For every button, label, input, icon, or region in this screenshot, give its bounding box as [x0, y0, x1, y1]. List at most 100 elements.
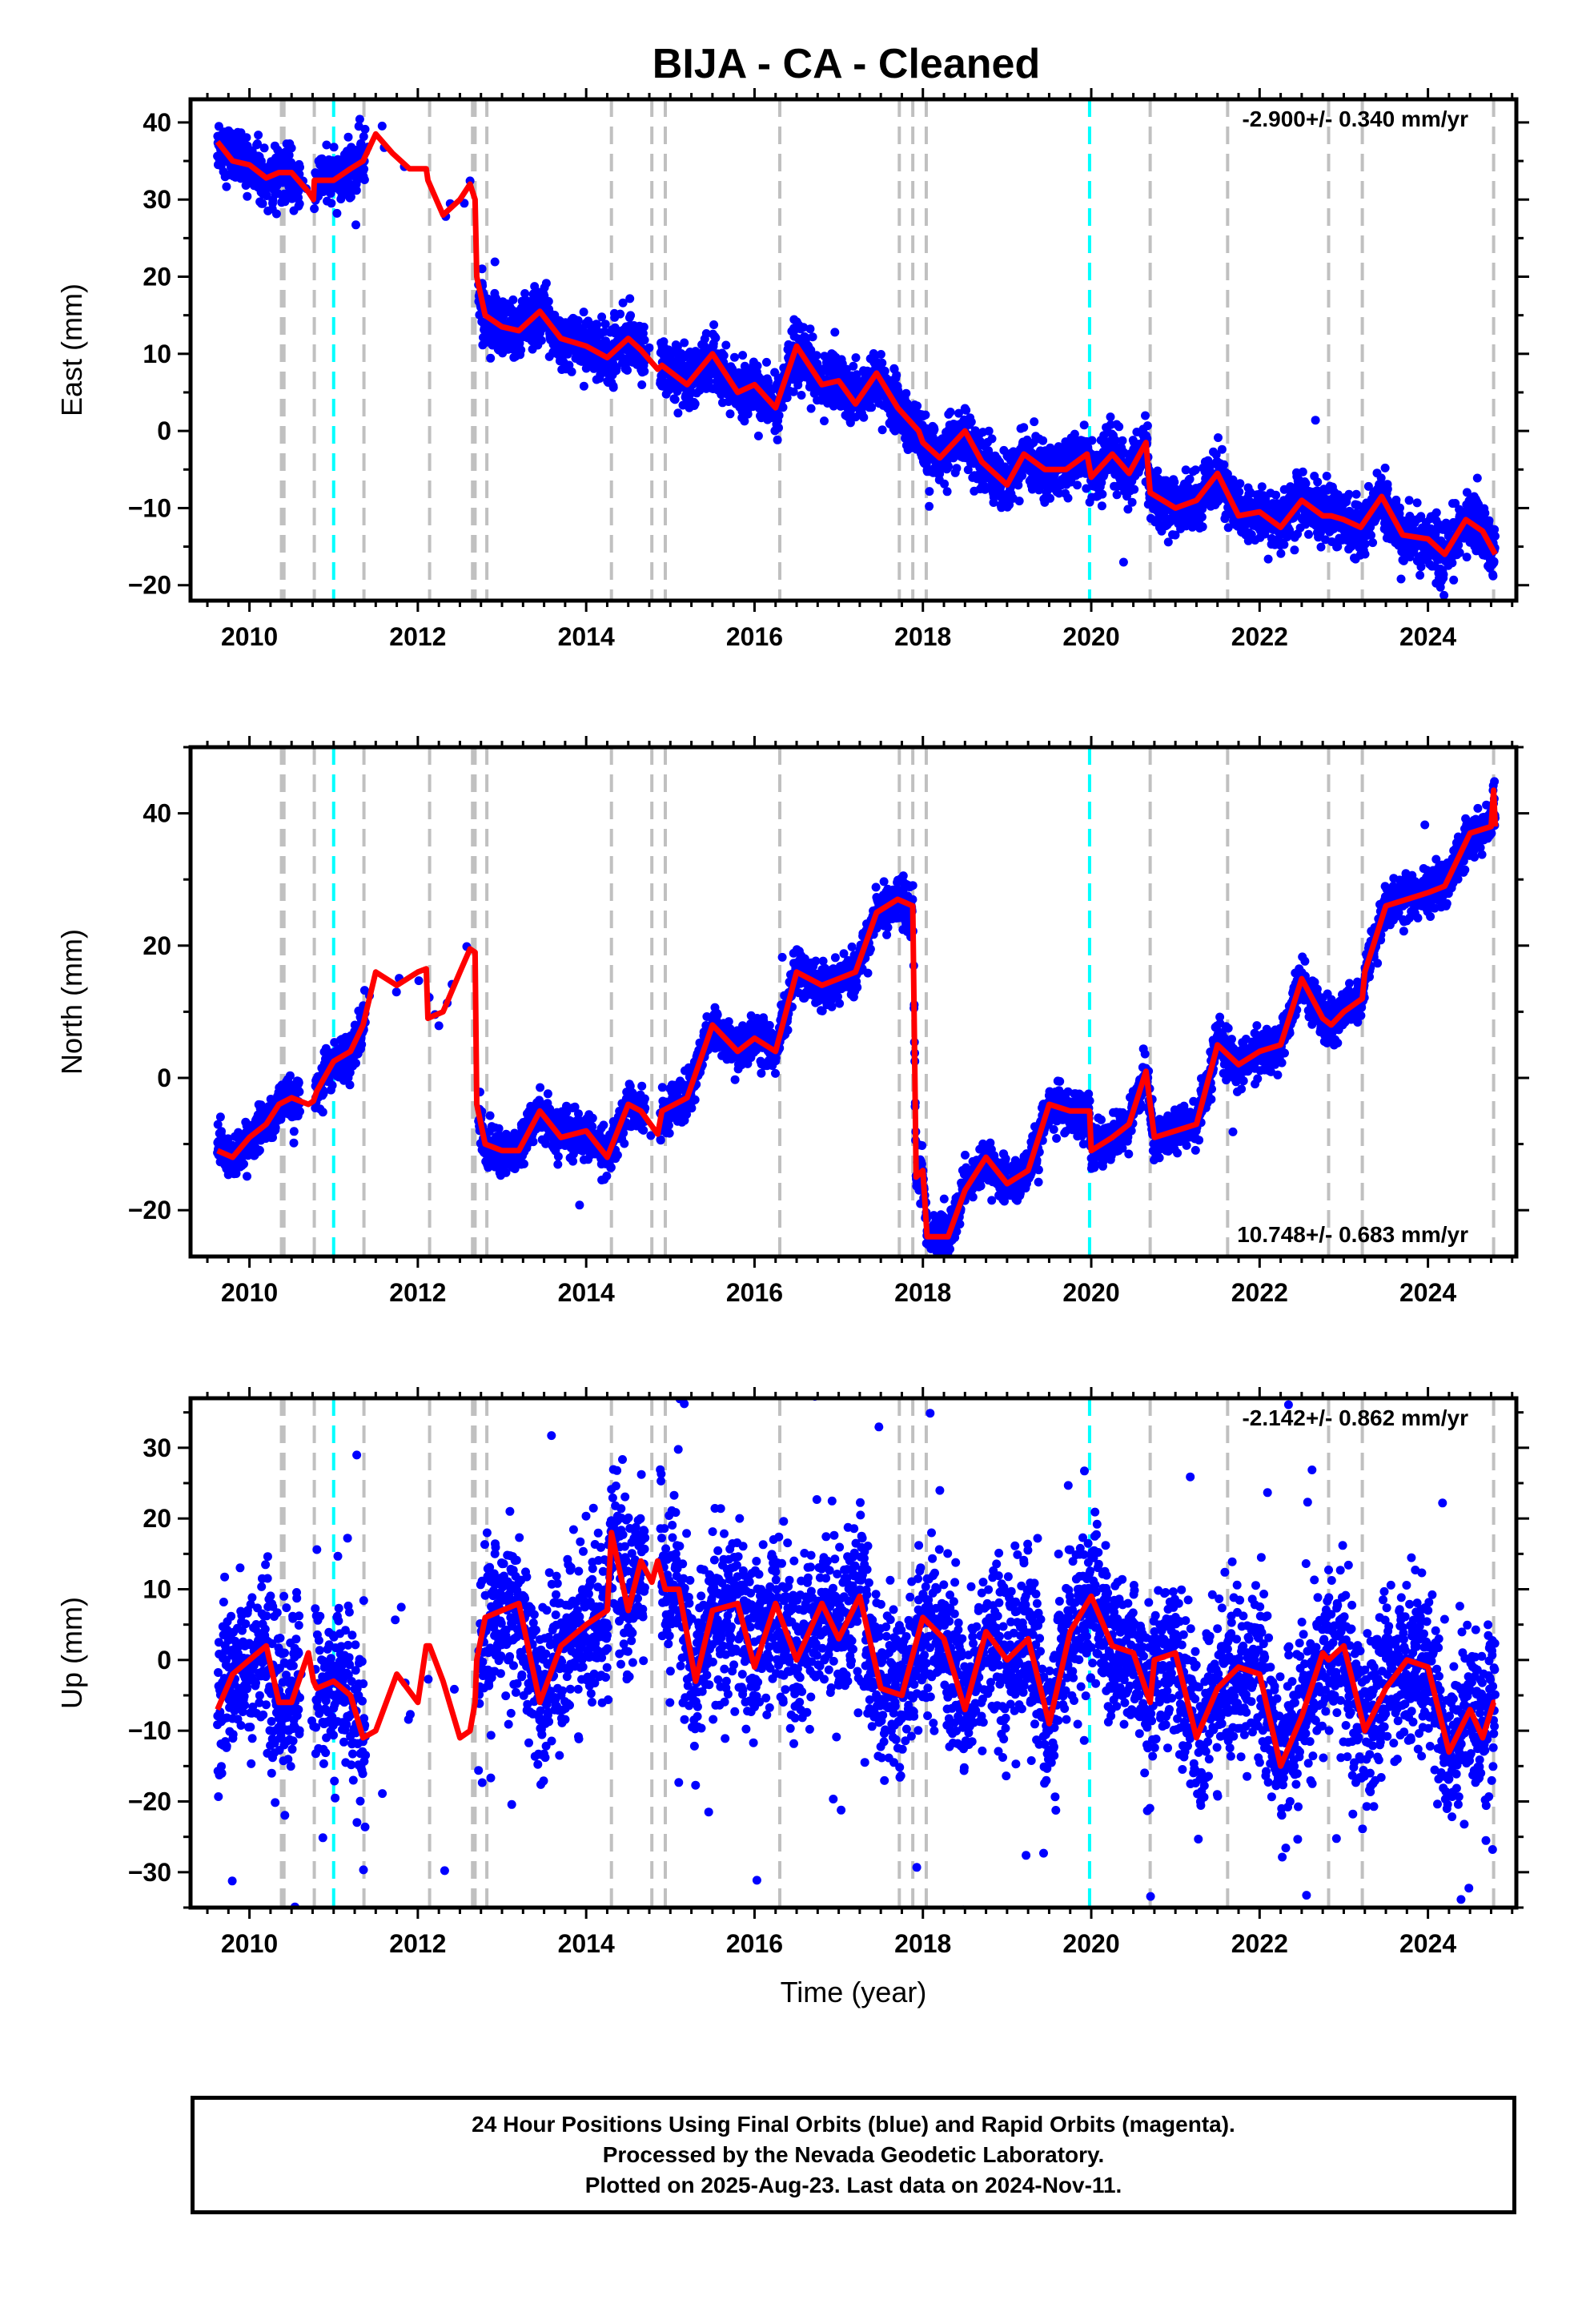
data-point: [1191, 465, 1200, 475]
y-tick-label: 10: [143, 340, 171, 368]
data-point: [222, 182, 231, 191]
data-point: [255, 1145, 264, 1155]
y-tick-label: 20: [143, 263, 171, 292]
data-point: [332, 208, 342, 218]
data-point: [359, 175, 369, 184]
data-point: [1118, 436, 1127, 445]
data-point: [901, 388, 911, 398]
data-point: [925, 487, 934, 497]
rate-text: -2.900+/- 0.340 mm/yr: [1242, 107, 1468, 131]
data-point: [1063, 493, 1073, 503]
data-point: [753, 431, 763, 440]
data-point: [639, 322, 648, 332]
data-point: [1279, 540, 1289, 549]
data-point: [1412, 498, 1422, 508]
data-points: [213, 777, 1500, 1256]
data-point: [239, 1160, 248, 1168]
data-point: [287, 143, 296, 153]
data-point: [789, 387, 798, 396]
data-point: [740, 416, 749, 426]
data-point: [295, 163, 304, 172]
data-point: [1380, 463, 1390, 472]
data-point: [877, 358, 887, 368]
data-point: [1054, 489, 1064, 498]
data-point: [579, 308, 588, 317]
data-point: [1360, 539, 1370, 549]
data-point: [1018, 471, 1027, 480]
data-point: [859, 412, 869, 422]
y-axis-label: East (mm): [55, 283, 88, 416]
data-point: [730, 352, 739, 362]
data-point: [508, 295, 518, 304]
y-tick-label: −10: [128, 493, 171, 522]
data-point: [820, 416, 829, 426]
data-point: [942, 487, 952, 497]
data-point: [1333, 542, 1343, 551]
data-point: [1484, 516, 1494, 525]
data-point: [597, 312, 607, 322]
data-point: [295, 199, 304, 208]
data-point: [1019, 423, 1029, 432]
data-point: [782, 393, 792, 403]
data-point: [719, 351, 729, 360]
data-point: [1391, 495, 1401, 505]
data-point: [625, 294, 635, 304]
data-point: [797, 391, 806, 400]
data-point: [806, 404, 816, 413]
data-point: [1038, 436, 1048, 445]
data-point: [536, 336, 546, 345]
data-point: [1376, 473, 1386, 483]
data-point: [215, 1112, 225, 1122]
data-point: [845, 418, 855, 428]
data-point: [1271, 490, 1281, 500]
data-point: [966, 417, 976, 427]
data-point: [946, 408, 955, 416]
data-point: [813, 359, 822, 368]
data-point: [690, 399, 700, 408]
data-point: [1431, 508, 1441, 517]
data-point: [738, 351, 748, 360]
data-point: [709, 320, 719, 329]
data-point: [284, 151, 294, 160]
data-point: [711, 333, 721, 343]
data-point: [618, 298, 628, 308]
data-point: [360, 124, 370, 134]
data-point: [637, 380, 647, 389]
data-point: [1396, 574, 1406, 584]
data-point: [670, 395, 680, 404]
data-point: [1098, 489, 1107, 499]
data-point: [812, 351, 821, 360]
data-point: [260, 42, 269, 51]
data-point: [343, 132, 353, 142]
data-point: [516, 345, 526, 355]
x-tick-label: 2014: [558, 622, 615, 651]
data-point: [1219, 460, 1229, 469]
data-point: [310, 204, 319, 214]
data-point: [623, 365, 632, 375]
data-point: [1097, 501, 1106, 511]
data-point: [1235, 487, 1244, 497]
data-point: [913, 401, 922, 411]
data-point: [799, 323, 809, 332]
data-point: [1119, 448, 1129, 457]
data-point: [1170, 477, 1179, 487]
data-point: [1316, 542, 1326, 552]
data-point: [984, 426, 994, 436]
data-point: [1170, 530, 1180, 540]
data-point: [1123, 505, 1133, 514]
data-point: [1368, 538, 1378, 548]
data-point: [486, 353, 496, 363]
data-point: [1087, 436, 1097, 445]
data-point: [1311, 416, 1320, 425]
data-point: [680, 338, 689, 348]
data-point: [377, 121, 387, 131]
data-point: [329, 143, 339, 152]
data-point: [849, 361, 858, 371]
x-tick-label: 2024: [1399, 622, 1456, 651]
data-point: [944, 461, 953, 471]
data-point: [243, 1172, 251, 1181]
data-point: [564, 360, 574, 370]
data-point: [963, 465, 973, 475]
y-tick-label: 40: [143, 108, 171, 137]
